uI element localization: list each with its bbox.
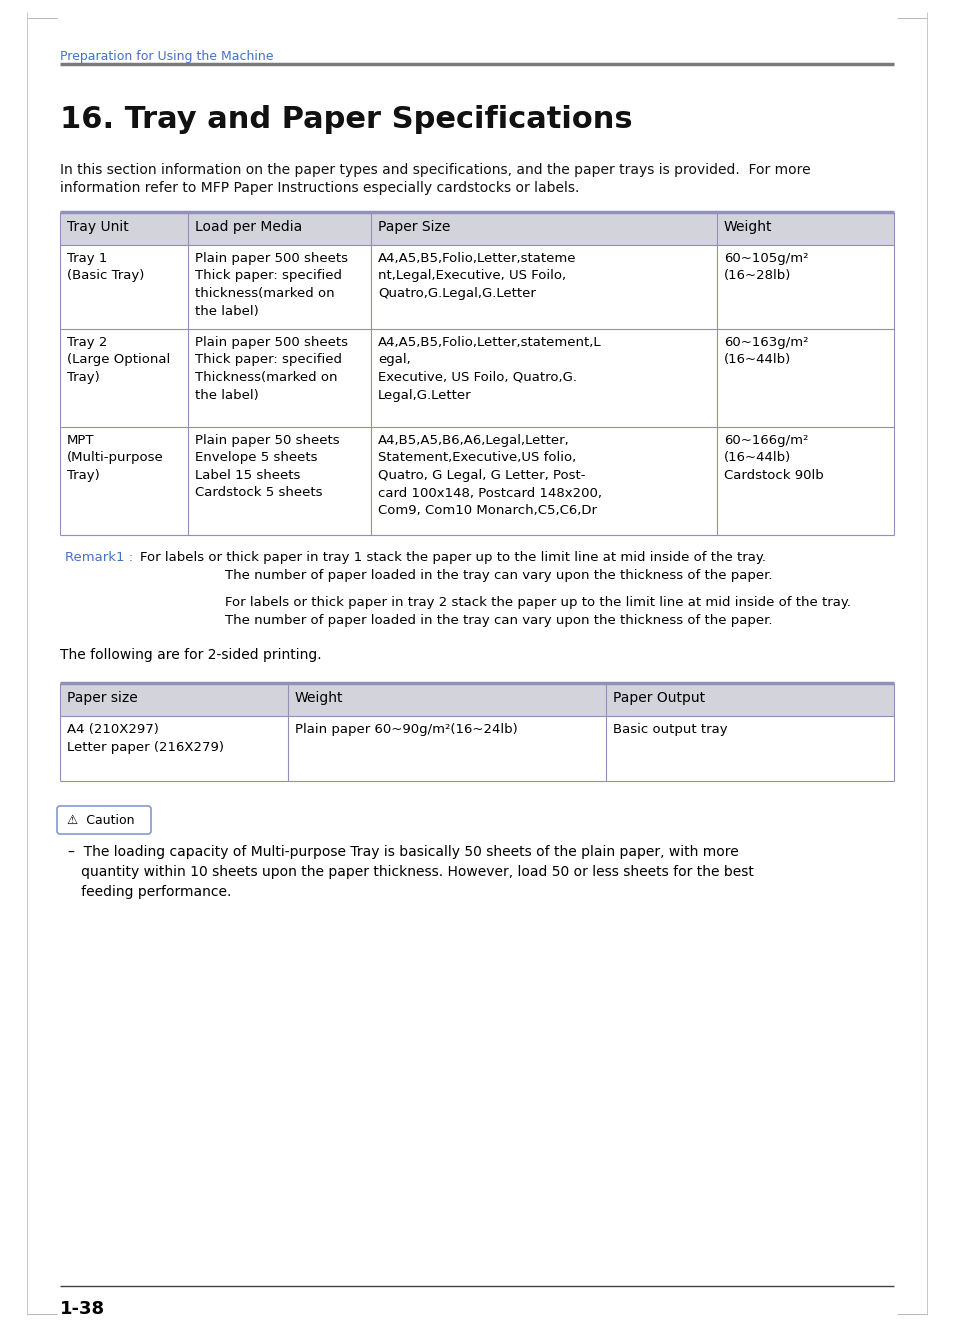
Text: The number of paper loaded in the tray can vary upon the thickness of the paper.: The number of paper loaded in the tray c… <box>225 614 772 626</box>
Text: Basic output tray: Basic output tray <box>613 723 727 736</box>
Text: –  The loading capacity of Multi-purpose Tray is basically 50 sheets of the plai: – The loading capacity of Multi-purpose … <box>68 845 738 859</box>
Text: A4,A5,B5,Folio,Letter,statement,L
egal,
Executive, US Foilo, Quatro,G.
Legal,G.L: A4,A5,B5,Folio,Letter,statement,L egal, … <box>377 336 601 402</box>
Bar <box>60 212 893 245</box>
FancyBboxPatch shape <box>57 805 151 833</box>
Text: Load per Media: Load per Media <box>194 220 302 234</box>
Text: A4,B5,A5,B6,A6,Legal,Letter,
Statement,Executive,US folio,
Quatro, G Legal, G Le: A4,B5,A5,B6,A6,Legal,Letter, Statement,E… <box>377 434 601 518</box>
Bar <box>60 717 893 782</box>
Text: In this section information on the paper types and specifications, and the paper: In this section information on the paper… <box>60 163 810 176</box>
Bar <box>60 427 893 535</box>
Text: 16. Tray and Paper Specifications: 16. Tray and Paper Specifications <box>60 105 632 134</box>
Text: 1-38: 1-38 <box>60 1300 105 1318</box>
Text: Tray Unit: Tray Unit <box>67 220 129 234</box>
Text: The number of paper loaded in the tray can vary upon the thickness of the paper.: The number of paper loaded in the tray c… <box>225 569 772 583</box>
Text: Tray 2
(Large Optional
Tray): Tray 2 (Large Optional Tray) <box>67 336 170 384</box>
Text: A4,A5,B5,Folio,Letter,stateme
nt,Legal,Executive, US Foilo,
Quatro,G.Legal,G.Let: A4,A5,B5,Folio,Letter,stateme nt,Legal,E… <box>377 252 576 300</box>
Text: Weight: Weight <box>294 691 343 705</box>
Text: Weight: Weight <box>723 220 772 234</box>
Text: MPT
(Multi-purpose
Tray): MPT (Multi-purpose Tray) <box>67 434 164 482</box>
Text: Paper Size: Paper Size <box>377 220 450 234</box>
Text: A4 (210X297)
Letter paper (216X279): A4 (210X297) Letter paper (216X279) <box>67 723 224 754</box>
Text: 60~105g/m²
(16~28lb): 60~105g/m² (16~28lb) <box>723 252 807 283</box>
Text: 60~166g/m²
(16~44lb)
Cardstock 90lb: 60~166g/m² (16~44lb) Cardstock 90lb <box>723 434 822 482</box>
Text: Paper Output: Paper Output <box>613 691 704 705</box>
Text: For labels or thick paper in tray 2 stack the paper up to the limit line at mid : For labels or thick paper in tray 2 stac… <box>225 596 850 609</box>
Text: Plain paper 500 sheets
Thick paper: specified
Thickness(marked on
the label): Plain paper 500 sheets Thick paper: spec… <box>194 336 348 402</box>
Bar <box>60 683 893 717</box>
Text: Plain paper 500 sheets
Thick paper: specified
thickness(marked on
the label): Plain paper 500 sheets Thick paper: spec… <box>194 252 348 317</box>
Text: The following are for 2-sided printing.: The following are for 2-sided printing. <box>60 648 321 662</box>
Text: For labels or thick paper in tray 1 stack the paper up to the limit line at mid : For labels or thick paper in tray 1 stac… <box>140 551 765 564</box>
Text: Remark1 :: Remark1 : <box>65 551 133 564</box>
Text: 60~163g/m²
(16~44lb): 60~163g/m² (16~44lb) <box>723 336 807 366</box>
Bar <box>60 329 893 427</box>
Bar <box>60 245 893 329</box>
Text: information refer to MFP Paper Instructions especially cardstocks or labels.: information refer to MFP Paper Instructi… <box>60 180 578 195</box>
Text: feeding performance.: feeding performance. <box>68 885 232 898</box>
Text: ⚠  Caution: ⚠ Caution <box>67 813 134 827</box>
Text: quantity within 10 sheets upon the paper thickness. However, load 50 or less she: quantity within 10 sheets upon the paper… <box>68 865 753 878</box>
Text: Preparation for Using the Machine: Preparation for Using the Machine <box>60 50 274 62</box>
Text: Plain paper 50 sheets
Envelope 5 sheets
Label 15 sheets
Cardstock 5 sheets: Plain paper 50 sheets Envelope 5 sheets … <box>194 434 339 499</box>
Text: Tray 1
(Basic Tray): Tray 1 (Basic Tray) <box>67 252 144 283</box>
Text: Plain paper 60~90g/m²(16~24lb): Plain paper 60~90g/m²(16~24lb) <box>294 723 517 736</box>
Text: Paper size: Paper size <box>67 691 137 705</box>
